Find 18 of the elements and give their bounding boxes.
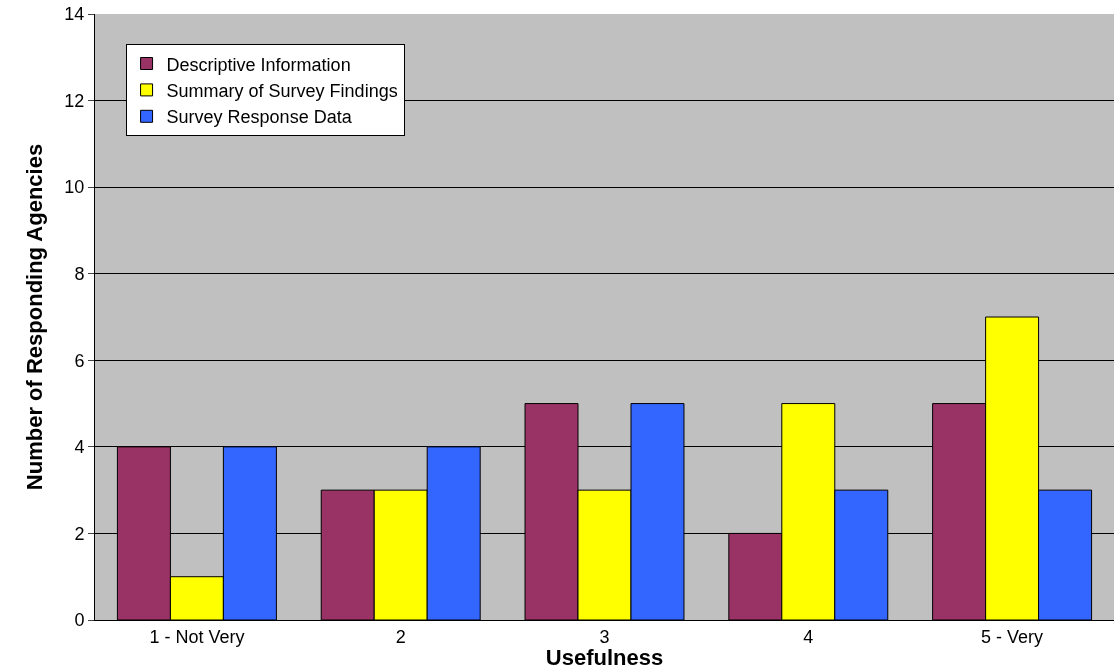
y-tick-label: 8 xyxy=(74,264,85,285)
y-axis-title: Number of Responding Agencies xyxy=(22,143,48,491)
x-tick-label: 4 xyxy=(803,626,814,647)
y-tick-label: 14 xyxy=(64,4,85,25)
legend-label: Descriptive Information xyxy=(166,54,351,75)
x-tick-label: 1 - Not Very xyxy=(149,626,245,647)
y-tick-label: 2 xyxy=(74,523,85,544)
legend-label: Survey Response Data xyxy=(166,107,353,128)
y-tick-label: 4 xyxy=(74,437,85,458)
y-tick-label: 12 xyxy=(64,90,85,111)
x-axis-title: Usefulness xyxy=(545,645,664,670)
x-tick-label: 5 - Very xyxy=(981,626,1044,647)
x-tick-label: 3 xyxy=(599,626,610,647)
y-tick-label: 0 xyxy=(74,610,85,631)
y-tick-label: 6 xyxy=(74,350,85,371)
legend-label: Summary of Survey Findings xyxy=(166,80,398,101)
x-tick-label: 2 xyxy=(395,626,406,647)
y-tick-label: 10 xyxy=(64,177,85,198)
